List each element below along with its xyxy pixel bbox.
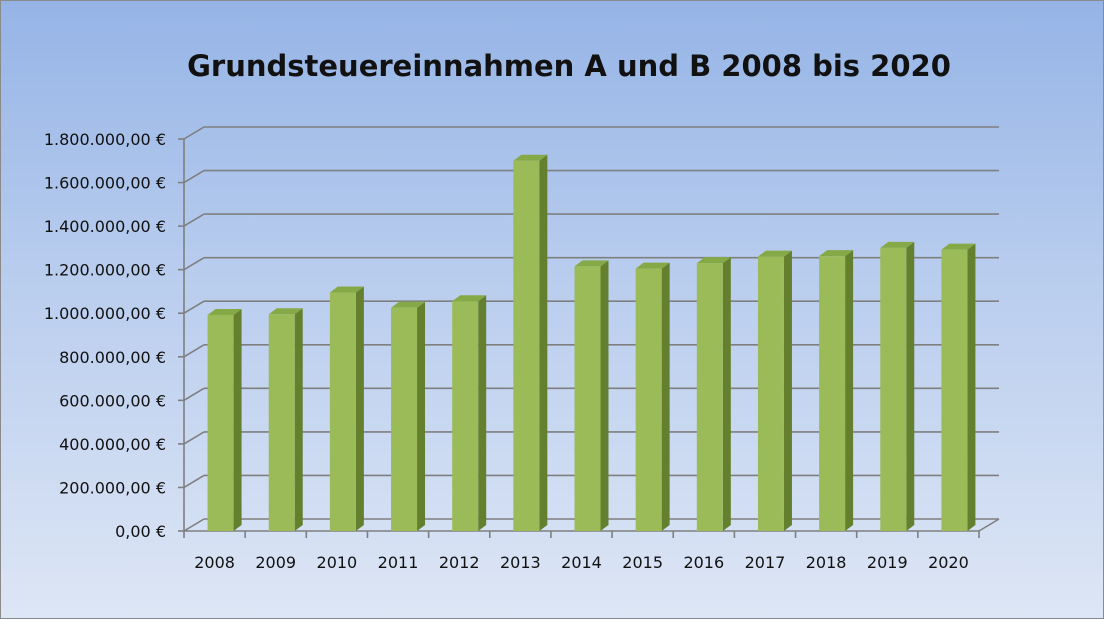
gridline-diagonal [183,474,205,489]
bar [574,266,601,531]
bar [635,268,662,531]
bar-side [661,262,670,531]
bar [757,256,784,531]
bar [513,160,540,531]
gridline-diagonal [183,300,205,314]
bar-top [207,308,242,315]
bar [207,314,234,531]
x-tick-label: 2012 [439,553,480,572]
x-tick-label: 2011 [378,553,419,572]
bar-side [600,260,609,531]
x-tick-label: 2018 [806,553,847,572]
bar [452,301,479,531]
gridline-diagonal [183,126,205,140]
bar-top [696,257,731,264]
bar-side [845,250,854,532]
bar-side [294,308,303,531]
y-tick-label: 1.000.000,00 € [44,304,166,323]
x-tick-label: 2013 [500,553,541,572]
bar-side [417,301,426,531]
x-tick-label: 2015 [622,553,663,572]
bar-side [967,243,976,531]
x-tick-label: 2020 [928,553,969,572]
bar-side [539,154,548,531]
bar-top [268,308,303,315]
y-tick-label: 800.000,00 € [59,348,166,367]
bar-layer [207,154,976,532]
y-tick-label: 400.000,00 € [59,435,166,454]
bar [391,307,418,531]
bar-side [722,257,731,531]
bar-side [906,241,915,531]
x-tick-label: 2017 [745,553,786,572]
y-tick-label: 200.000,00 € [59,478,166,497]
gridline-diagonal [183,518,205,532]
bar-top [880,241,915,248]
gridline-diagonal [183,213,205,227]
bar-top [635,262,670,269]
bar-side [478,295,487,531]
bar [268,314,295,531]
bar [941,249,968,531]
bar [819,256,846,531]
bar-top [757,250,792,257]
bar-side [355,286,364,531]
bar [329,292,356,531]
bar-top [574,260,609,267]
bar-top [513,154,548,161]
y-tick-label: 0,00 € [115,522,166,541]
label-layer: 0,00 € 200.000,00 € 400.000,00 € 600.000,00… [44,130,969,572]
y-tick-label: 1.200.000,00 € [44,261,166,280]
bar-top [329,286,364,293]
gridline-diagonal [183,387,205,402]
bar-top [819,250,854,257]
bar-side [783,250,792,531]
floor-right-edge [978,518,1000,532]
y-tick-label: 1.600.000,00 € [44,174,166,193]
gridline-diagonal [183,256,205,271]
x-tick-label: 2014 [561,553,602,572]
x-tick-label: 2016 [683,553,724,572]
gridline-diagonal [183,431,205,445]
y-tick-label: 600.000,00 € [59,391,166,410]
y-tick-label: 1.400.000,00 € [44,217,166,236]
x-tick-label: 2008 [194,553,235,572]
bar-top [391,301,426,308]
bar-top [941,243,976,250]
y-tick-label: 1.800.000,00 € [44,130,166,149]
gridline-diagonal [183,169,205,184]
gridline-diagonal [183,344,205,358]
bar-side [233,308,242,531]
x-tick-label: 2009 [255,553,296,572]
chart-title: Grundsteuereinnahmen A und B 2008 bis 20… [187,49,951,83]
bar [696,263,723,531]
x-tick-label: 2019 [867,553,908,572]
x-tick-label: 2010 [317,553,358,572]
bar [880,247,907,531]
bar-top [452,295,487,302]
